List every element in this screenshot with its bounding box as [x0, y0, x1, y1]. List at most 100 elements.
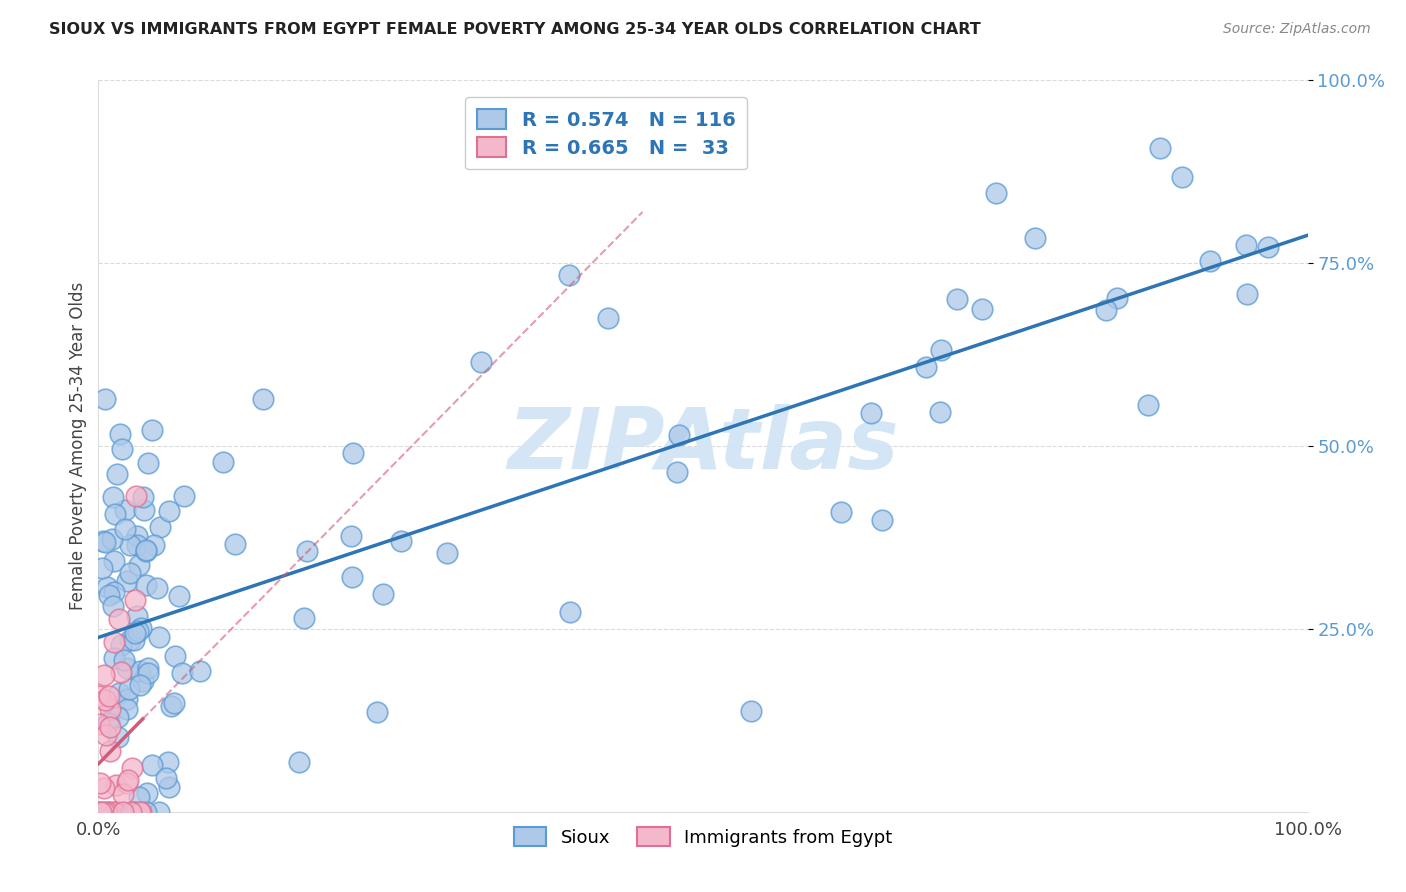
- Point: [135, 542, 157, 557]
- Point: [97, 805, 120, 819]
- Point: [124, 626, 146, 640]
- Point: [117, 772, 139, 787]
- Point: [165, 648, 187, 663]
- Point: [98, 744, 121, 758]
- Point: [148, 805, 170, 819]
- Point: [115, 574, 138, 589]
- Point: [142, 538, 165, 552]
- Point: [89, 776, 111, 790]
- Point: [129, 805, 152, 819]
- Point: [1105, 291, 1128, 305]
- Point: [295, 544, 318, 558]
- Point: [252, 392, 274, 406]
- Point: [96, 805, 118, 819]
- Point: [115, 692, 138, 706]
- Point: [101, 533, 124, 547]
- Point: [558, 605, 581, 619]
- Point: [107, 467, 129, 482]
- Point: [124, 593, 146, 607]
- Point: [93, 534, 115, 549]
- Point: [118, 566, 141, 581]
- Point: [156, 756, 179, 770]
- Point: [98, 805, 121, 819]
- Point: [118, 632, 141, 647]
- Point: [366, 705, 388, 719]
- Point: [128, 558, 150, 572]
- Point: [1236, 287, 1258, 301]
- Point: [122, 805, 145, 819]
- Point: [89, 805, 111, 819]
- Point: [389, 534, 412, 549]
- Point: [105, 805, 128, 819]
- Point: [970, 301, 993, 316]
- Point: [665, 465, 688, 479]
- Point: [103, 634, 125, 648]
- Point: [135, 805, 157, 819]
- Point: [149, 520, 172, 534]
- Point: [96, 580, 118, 594]
- Point: [342, 446, 364, 460]
- Point: [115, 702, 138, 716]
- Point: [96, 728, 118, 742]
- Point: [129, 678, 152, 692]
- Point: [114, 522, 136, 536]
- Point: [105, 778, 128, 792]
- Point: [292, 611, 315, 625]
- Point: [1199, 254, 1222, 268]
- Point: [103, 805, 125, 819]
- Point: [101, 490, 124, 504]
- Point: [112, 805, 135, 819]
- Point: [436, 546, 458, 560]
- Point: [132, 502, 155, 516]
- Point: [929, 343, 952, 357]
- Point: [98, 720, 121, 734]
- Point: [127, 609, 149, 624]
- Point: [127, 538, 149, 552]
- Point: [125, 529, 148, 543]
- Point: [111, 442, 134, 456]
- Point: [128, 805, 150, 819]
- Point: [224, 537, 246, 551]
- Point: [97, 715, 120, 730]
- Point: [120, 805, 142, 819]
- Point: [98, 588, 121, 602]
- Point: [93, 667, 115, 681]
- Point: [1149, 141, 1171, 155]
- Point: [1170, 169, 1192, 184]
- Point: [101, 599, 124, 614]
- Point: [131, 674, 153, 689]
- Point: [91, 561, 114, 575]
- Point: [125, 489, 148, 503]
- Point: [159, 698, 181, 713]
- Point: [740, 704, 762, 718]
- Point: [136, 456, 159, 470]
- Text: SIOUX VS IMMIGRANTS FROM EGYPT FEMALE POVERTY AMONG 25-34 YEAR OLDS CORRELATION : SIOUX VS IMMIGRANTS FROM EGYPT FEMALE PO…: [49, 22, 981, 37]
- Point: [114, 503, 136, 517]
- Point: [107, 685, 129, 699]
- Point: [135, 578, 157, 592]
- Point: [1024, 231, 1046, 245]
- Point: [148, 630, 170, 644]
- Point: [103, 554, 125, 568]
- Point: [172, 665, 194, 680]
- Point: [342, 570, 364, 584]
- Point: [287, 755, 309, 769]
- Point: [128, 790, 150, 805]
- Point: [1257, 240, 1279, 254]
- Point: [668, 427, 690, 442]
- Point: [929, 405, 952, 419]
- Point: [946, 292, 969, 306]
- Point: [136, 661, 159, 675]
- Point: [132, 490, 155, 504]
- Point: [112, 653, 135, 667]
- Text: ZIPAtlas: ZIPAtlas: [508, 404, 898, 488]
- Point: [157, 780, 180, 794]
- Point: [127, 624, 149, 638]
- Point: [159, 504, 181, 518]
- Point: [111, 788, 134, 802]
- Point: [984, 186, 1007, 200]
- Point: [141, 757, 163, 772]
- Point: [135, 544, 157, 558]
- Point: [121, 761, 143, 775]
- Point: [120, 538, 142, 552]
